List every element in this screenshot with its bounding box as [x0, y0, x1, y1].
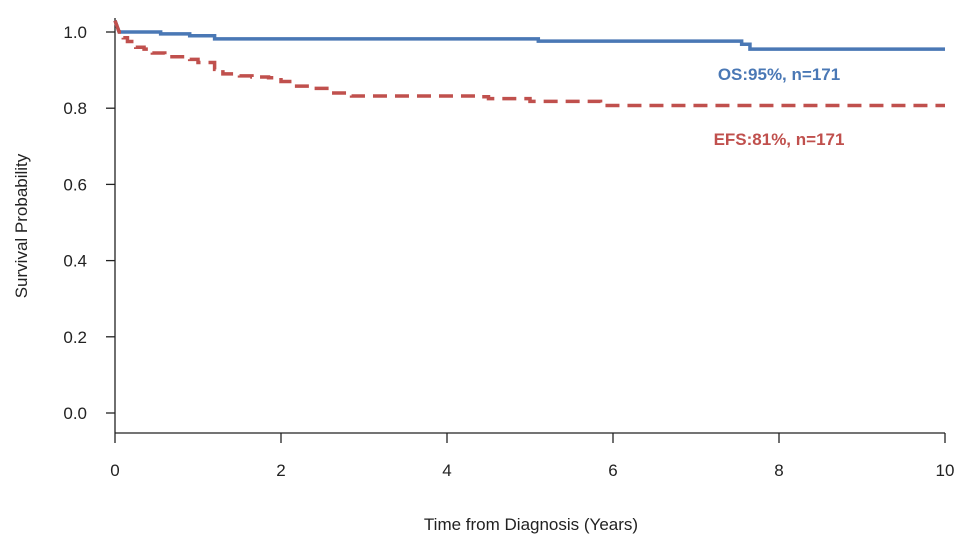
x-tick-label: 2 [276, 461, 285, 480]
y-tick-label: 1.0 [63, 23, 87, 42]
y-tick-label: 0.0 [63, 404, 87, 423]
x-tick-label: 6 [608, 461, 617, 480]
os-label: OS:95%, n=171 [718, 65, 840, 84]
x-tick-label: 8 [774, 461, 783, 480]
y-tick-label: 0.2 [63, 328, 87, 347]
y-tick-label: 0.8 [63, 99, 87, 118]
axes [114, 18, 945, 434]
series-group [113, 19, 945, 108]
x-tick-label: 4 [442, 461, 451, 480]
y-axis-title: Survival Probability [12, 153, 31, 298]
efs-label: EFS:81%, n=171 [714, 130, 845, 149]
y-tick-label: 0.4 [63, 252, 87, 271]
x-tick-label: 10 [936, 461, 955, 480]
x-tick-label: 0 [110, 461, 119, 480]
ticks: 0 2 4 6 8 10 0.0 0.2 0.4 0.6 0.8 1.0 [63, 23, 954, 480]
efs-curve [113, 19, 945, 108]
y-tick-label: 0.6 [63, 175, 87, 194]
os-curve [113, 19, 945, 51]
x-axis-title: Time from Diagnosis (Years) [424, 515, 638, 534]
series-labels: OS:95%, n=171 EFS:81%, n=171 [714, 65, 845, 149]
